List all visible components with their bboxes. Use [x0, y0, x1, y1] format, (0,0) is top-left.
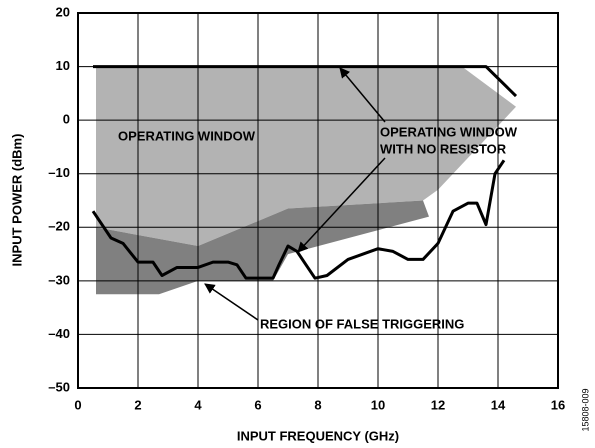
annotation: REGION OF FALSE TRIGGERING	[260, 316, 464, 331]
x-tick-label: 14	[491, 397, 506, 412]
x-tick-label: 12	[431, 397, 445, 412]
x-tick-label: 0	[74, 397, 81, 412]
y-tick-label: 0	[63, 112, 70, 127]
x-tick-label: 16	[551, 397, 565, 412]
x-tick-label: 10	[371, 397, 385, 412]
line	[93, 65, 518, 98]
region	[96, 200, 429, 295]
y-tick-label: 20	[56, 4, 70, 19]
region	[96, 66, 516, 247]
x-tick-label: 8	[314, 397, 321, 412]
annotation: WITH NO RESISTOR	[380, 141, 507, 156]
line	[91, 159, 506, 280]
y-tick-label: –30	[48, 272, 70, 287]
annotation: OPERATING WINDOW	[380, 124, 518, 139]
y-tick-label: –50	[48, 379, 70, 394]
x-tick-label: 6	[254, 397, 261, 412]
y-tick-label: –20	[48, 219, 70, 234]
x-tick-label: 2	[134, 397, 141, 412]
arrow	[339, 67, 386, 123]
x-axis-label: INPUT FREQUENCY (GHz)	[237, 428, 399, 443]
arrow	[204, 283, 259, 321]
y-tick-label: –40	[48, 326, 70, 341]
figure-id: 15808-009	[580, 388, 590, 431]
arrow	[297, 157, 386, 253]
annotation: OPERATING WINDOW	[118, 128, 256, 143]
y-tick-label: –10	[48, 165, 70, 180]
y-tick-label: 10	[56, 58, 70, 73]
lines	[91, 65, 518, 280]
regions	[96, 66, 516, 295]
y-axis-label: INPUT POWER (dBm)	[9, 134, 24, 267]
plot-frame	[77, 12, 559, 389]
x-tick-label: 4	[194, 397, 202, 412]
